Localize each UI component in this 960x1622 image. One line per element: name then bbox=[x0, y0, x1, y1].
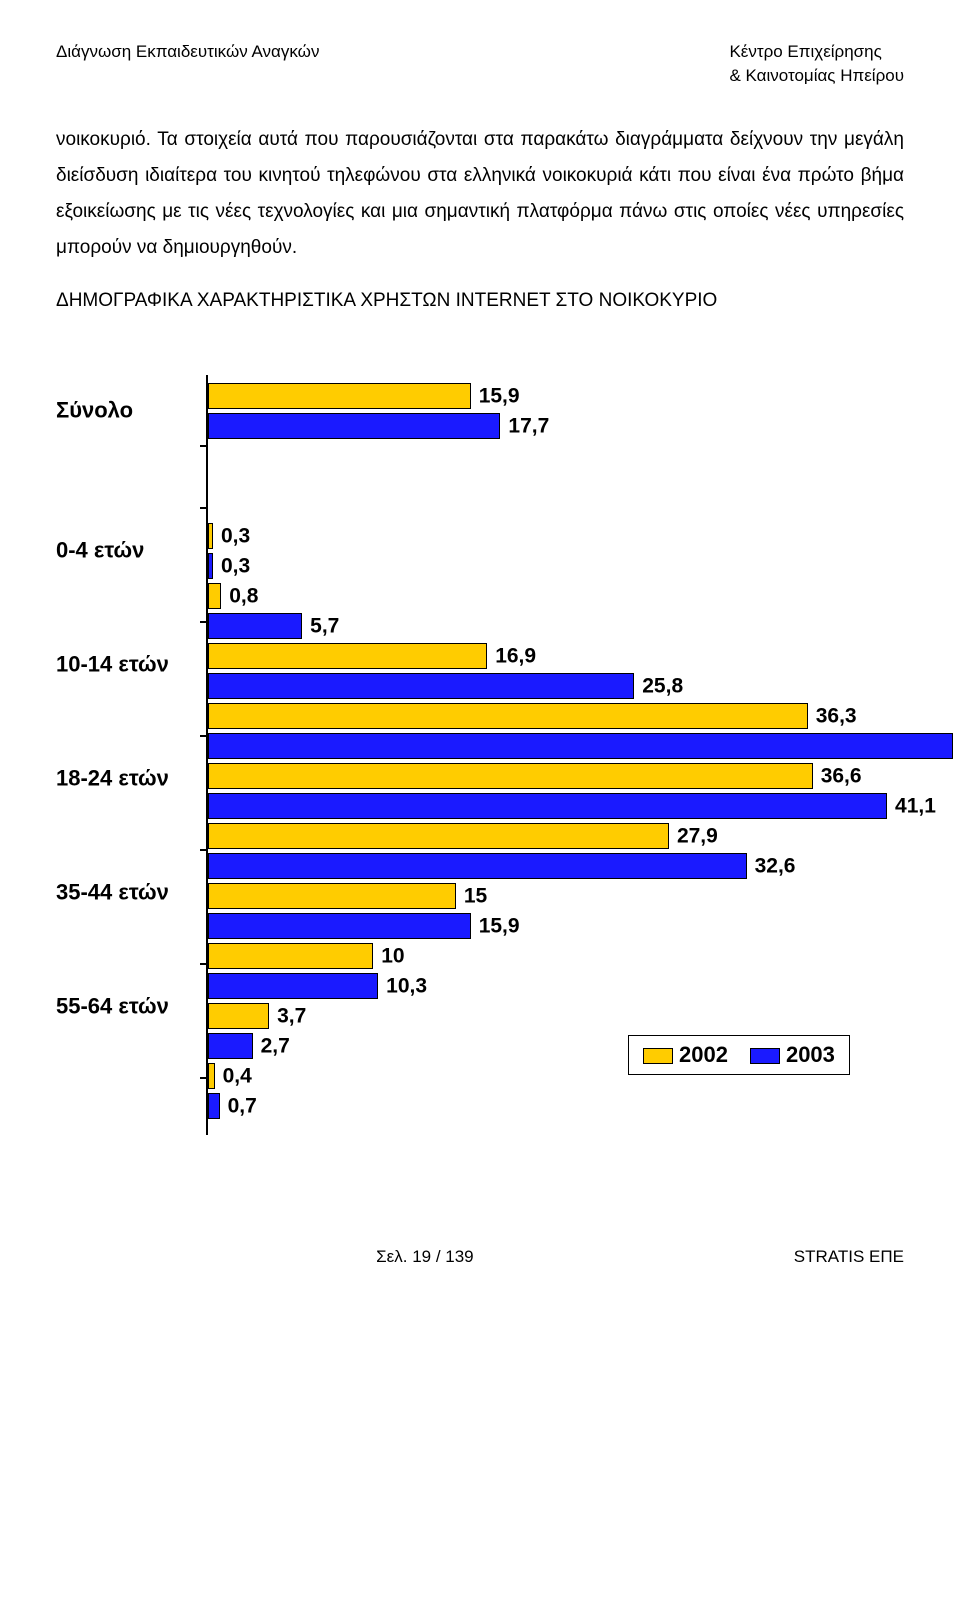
bar-value-label: 5,7 bbox=[310, 611, 339, 640]
bar bbox=[208, 673, 634, 699]
axis-tick bbox=[200, 1077, 208, 1079]
axis-tick bbox=[200, 507, 208, 509]
bar bbox=[208, 383, 471, 409]
bar bbox=[208, 733, 953, 759]
footer-page: Σελ. 19 / 139 bbox=[376, 1245, 473, 1269]
bar bbox=[208, 553, 213, 579]
y-axis-label: Σύνολο bbox=[56, 395, 196, 426]
bar-value-label: 17,7 bbox=[508, 411, 549, 440]
bar-value-label: 10,3 bbox=[386, 971, 427, 1000]
y-axis-label: 55-64 ετών bbox=[56, 991, 196, 1022]
page-header: Διάγνωση Εκπαιδευτικών Αναγκών Κέντρο Επ… bbox=[56, 40, 904, 88]
demographics-chart: 15,917,70,30,30,85,716,925,836,345,136,6… bbox=[56, 375, 904, 1135]
bar-row: 45,1 bbox=[208, 733, 960, 759]
axis-tick bbox=[200, 445, 208, 447]
bar bbox=[208, 883, 456, 909]
bar-value-label: 41,1 bbox=[895, 791, 936, 820]
bar bbox=[208, 793, 887, 819]
y-axis-label: 0-4 ετών bbox=[56, 535, 196, 566]
page-footer: Σελ. 19 / 139 STRATIS ΕΠΕ bbox=[56, 1245, 904, 1269]
bar-value-label: 25,8 bbox=[642, 671, 683, 700]
bar-row: 25,8 bbox=[208, 673, 960, 699]
bar bbox=[208, 1033, 253, 1059]
header-left: Διάγνωση Εκπαιδευτικών Αναγκών bbox=[56, 40, 319, 88]
bar-row: 27,9 bbox=[208, 823, 960, 849]
legend-item: 2002 bbox=[643, 1040, 728, 1071]
bar bbox=[208, 1063, 215, 1089]
chart-legend: 2002 2003 bbox=[628, 1035, 850, 1076]
bar-row: 10,3 bbox=[208, 973, 960, 999]
y-axis-label: 10-14 ετών bbox=[56, 649, 196, 680]
bar bbox=[208, 583, 221, 609]
bar bbox=[208, 1093, 220, 1119]
bar bbox=[208, 823, 669, 849]
y-axis-label: 18-24 ετών bbox=[56, 763, 196, 794]
bar-row: 15,9 bbox=[208, 913, 960, 939]
chart-plot-area: 15,917,70,30,30,85,716,925,836,345,136,6… bbox=[206, 375, 960, 1135]
bar-value-label: 0,3 bbox=[221, 521, 250, 550]
bar bbox=[208, 703, 808, 729]
axis-tick bbox=[200, 963, 208, 965]
bar-value-label: 32,6 bbox=[755, 851, 796, 880]
bar-value-label: 16,9 bbox=[495, 641, 536, 670]
header-right-line2: & Καινοτομίας Ηπείρου bbox=[729, 64, 904, 88]
bar-value-label: 36,3 bbox=[816, 701, 857, 730]
bar-row: 17,7 bbox=[208, 413, 960, 439]
bar-row: 41,1 bbox=[208, 793, 960, 819]
bar-value-label: 15,9 bbox=[479, 911, 520, 940]
bar-row: 36,3 bbox=[208, 703, 960, 729]
bar-value-label: 15 bbox=[464, 881, 487, 910]
axis-tick bbox=[200, 849, 208, 851]
bar-row: 15,9 bbox=[208, 383, 960, 409]
footer-company: STRATIS ΕΠΕ bbox=[794, 1245, 904, 1269]
header-right-line1: Κέντρο Επιχείρησης bbox=[729, 40, 904, 64]
bar-row: 32,6 bbox=[208, 853, 960, 879]
axis-tick bbox=[200, 735, 208, 737]
bar-value-label: 15,9 bbox=[479, 381, 520, 410]
bar-row: 3,7 bbox=[208, 1003, 960, 1029]
bar-value-label: 0,7 bbox=[228, 1091, 257, 1120]
bar bbox=[208, 913, 471, 939]
bar-value-label: 0,3 bbox=[221, 551, 250, 580]
bar-value-label: 0,8 bbox=[229, 581, 258, 610]
bar bbox=[208, 613, 302, 639]
bar-value-label: 3,7 bbox=[277, 1001, 306, 1030]
bar-row: 0,8 bbox=[208, 583, 960, 609]
axis-tick bbox=[200, 621, 208, 623]
y-axis-label: 35-44 ετών bbox=[56, 877, 196, 908]
bar-row: 10 bbox=[208, 943, 960, 969]
legend-swatch bbox=[643, 1048, 673, 1064]
bar bbox=[208, 853, 747, 879]
bar bbox=[208, 943, 373, 969]
legend-label: 2002 bbox=[679, 1042, 728, 1067]
chart-title: ΔΗΜΟΓΡΑΦΙΚΑ ΧΑΡΑΚΤΗΡΙΣΤΙΚΑ ΧΡΗΣΤΩΝ INTER… bbox=[56, 288, 904, 315]
bar bbox=[208, 973, 378, 999]
bar bbox=[208, 643, 487, 669]
bar-row: 0,3 bbox=[208, 553, 960, 579]
legend-item: 2003 bbox=[750, 1040, 835, 1071]
bar bbox=[208, 763, 813, 789]
legend-swatch bbox=[750, 1048, 780, 1064]
bar bbox=[208, 523, 213, 549]
header-right: Κέντρο Επιχείρησης & Καινοτομίας Ηπείρου bbox=[729, 40, 904, 88]
bar-row: 0,7 bbox=[208, 1093, 960, 1119]
bar-row: 0,3 bbox=[208, 523, 960, 549]
bar-value-label: 0,4 bbox=[223, 1061, 252, 1090]
bar-row: 16,9 bbox=[208, 643, 960, 669]
bar-row: 36,6 bbox=[208, 763, 960, 789]
bar-value-label: 36,6 bbox=[821, 761, 862, 790]
bar bbox=[208, 413, 500, 439]
bar-value-label: 10 bbox=[381, 941, 404, 970]
legend-label: 2003 bbox=[786, 1042, 835, 1067]
body-paragraph: νοικοκυριό. Τα στοιχεία αυτά που παρουσι… bbox=[56, 122, 904, 266]
bar bbox=[208, 1003, 269, 1029]
bar-value-label: 27,9 bbox=[677, 821, 718, 850]
bar-row: 5,7 bbox=[208, 613, 960, 639]
bar-row: 15 bbox=[208, 883, 960, 909]
bar-value-label: 2,7 bbox=[261, 1031, 290, 1060]
